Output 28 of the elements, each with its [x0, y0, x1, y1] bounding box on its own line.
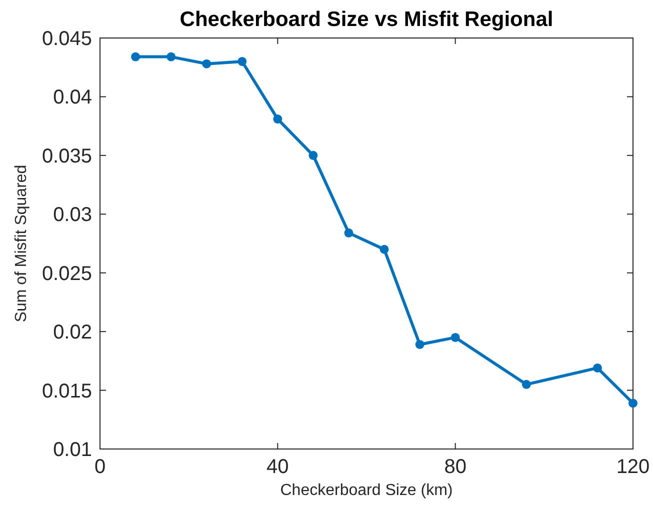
y-tick-label: 0.045	[42, 28, 92, 50]
y-tick-label: 0.015	[42, 380, 92, 402]
point	[308, 150, 318, 160]
point	[628, 398, 638, 408]
x-tick-label: 80	[444, 456, 466, 478]
point	[238, 56, 247, 66]
y-tick-label: 0.02	[53, 322, 92, 344]
point	[202, 59, 212, 68]
point	[450, 332, 460, 342]
x-tick-label: 120	[616, 456, 650, 478]
point	[380, 244, 389, 254]
x-tick-label: 0	[94, 456, 106, 478]
y-tick-label: 0.04	[53, 86, 92, 109]
point	[592, 363, 602, 372]
point	[415, 340, 424, 349]
x-axis-title: Checkerboard Size (km)	[280, 482, 453, 499]
y-tick-label: 0.035	[42, 145, 92, 168]
point	[344, 228, 354, 238]
point	[166, 52, 176, 62]
point	[131, 52, 140, 62]
y-tick-label: 0.01	[53, 439, 92, 461]
point	[522, 380, 531, 389]
chart-title: Checkerboard Size vs Misfit Regional	[180, 8, 554, 31]
y-tick-label: 0.025	[42, 262, 92, 285]
point	[273, 114, 282, 124]
y-tick-label: 0.03	[53, 204, 92, 226]
x-tick-label: 40	[266, 456, 289, 478]
y-axis-title: Sum of Misfit Squared	[13, 164, 30, 322]
